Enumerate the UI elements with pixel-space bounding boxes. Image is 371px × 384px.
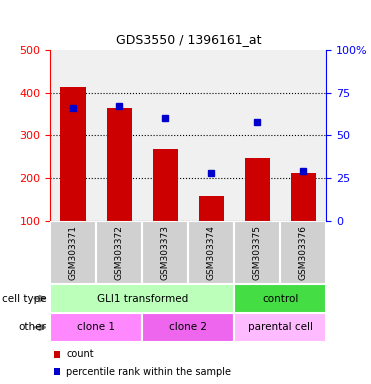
Title: GDS3550 / 1396161_at: GDS3550 / 1396161_at: [115, 33, 261, 46]
Text: GSM303373: GSM303373: [161, 225, 170, 280]
Bar: [50, 284, 234, 313]
Text: count: count: [66, 349, 93, 359]
Bar: [142, 221, 188, 284]
Bar: [291, 172, 316, 221]
Bar: [280, 221, 326, 284]
Text: parental cell: parental cell: [248, 322, 313, 333]
Bar: [60, 87, 86, 221]
Text: GSM303374: GSM303374: [207, 225, 216, 280]
Bar: [50, 221, 96, 284]
Bar: [188, 221, 234, 284]
Text: percentile rank within the sample: percentile rank within the sample: [66, 366, 231, 377]
Bar: [234, 221, 280, 284]
Bar: [234, 313, 326, 342]
Text: clone 1: clone 1: [77, 322, 115, 333]
Bar: [245, 157, 270, 221]
Text: GSM303372: GSM303372: [115, 225, 124, 280]
Text: GSM303375: GSM303375: [253, 225, 262, 280]
Text: GSM303376: GSM303376: [299, 225, 308, 280]
Bar: [152, 149, 178, 221]
Bar: [106, 108, 132, 221]
Text: GSM303371: GSM303371: [69, 225, 78, 280]
Bar: [142, 313, 234, 342]
Bar: [96, 221, 142, 284]
Bar: [50, 313, 142, 342]
Bar: [234, 284, 326, 313]
Text: cell type: cell type: [2, 293, 46, 304]
Text: GLI1 transformed: GLI1 transformed: [96, 293, 188, 304]
Bar: [198, 197, 224, 221]
Text: control: control: [262, 293, 299, 304]
Text: clone 2: clone 2: [169, 322, 207, 333]
Text: other: other: [19, 322, 46, 333]
